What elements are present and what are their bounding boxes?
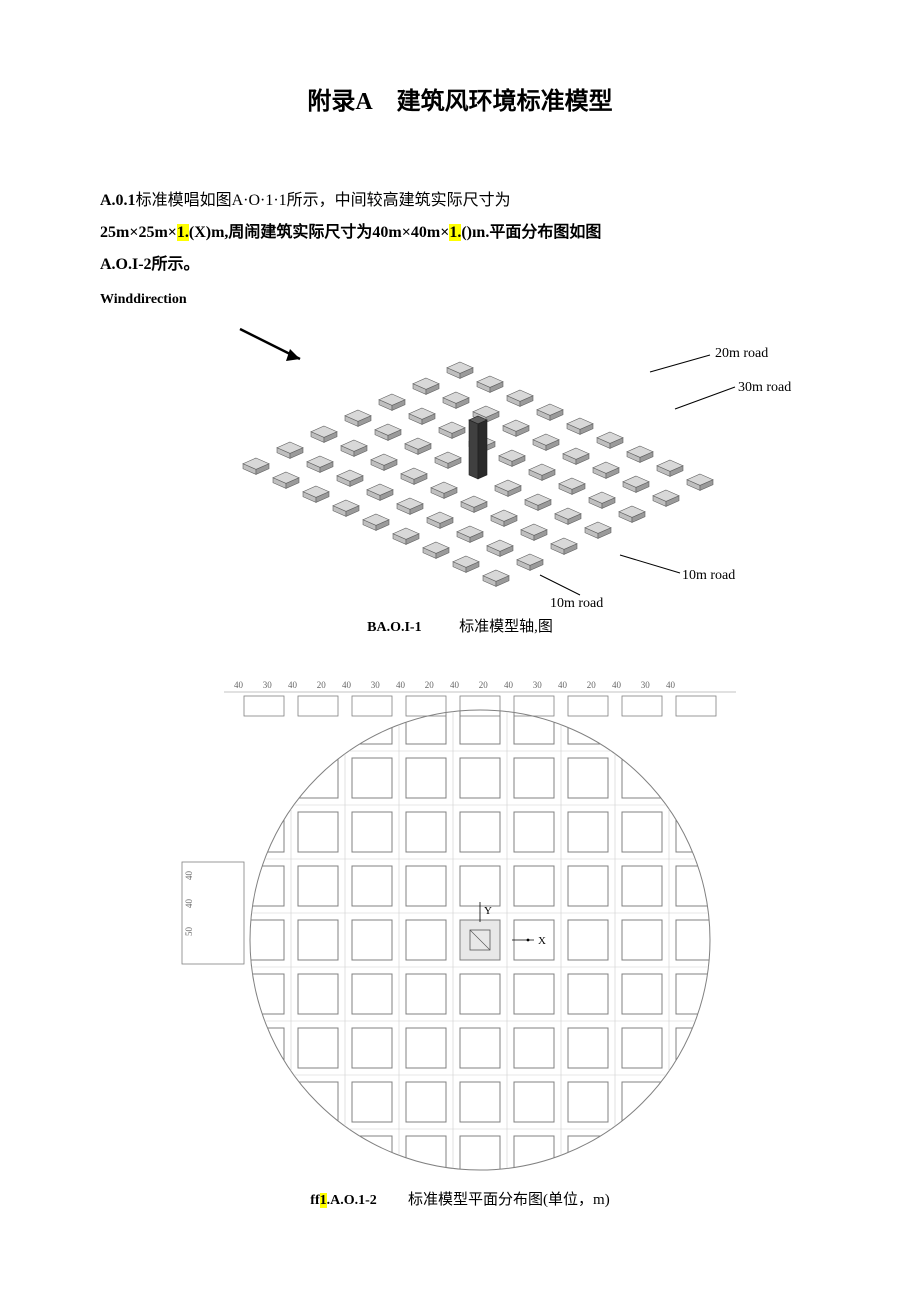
- svg-text:40: 40: [184, 870, 194, 880]
- svg-text:40: 40: [666, 680, 676, 690]
- svg-text:20: 20: [317, 680, 327, 690]
- svg-text:40: 40: [396, 680, 406, 690]
- wind-direction-label: Winddirection: [100, 287, 820, 314]
- svg-text:40: 40: [234, 680, 244, 690]
- svg-text:40: 40: [184, 898, 194, 908]
- fig2-code-hl: 1: [320, 1193, 327, 1208]
- svg-text:40: 40: [612, 680, 622, 690]
- svg-text:30: 30: [371, 680, 381, 690]
- fig2-code-post: .A.O.1-2: [327, 1193, 377, 1208]
- fig2-code: ff1.A.O.1-2: [310, 1193, 380, 1208]
- paragraph-line-1: A.0.1标准模唱如图A·O·1·1所示，中间较高建筑实际尺寸为: [100, 186, 820, 216]
- p2-hl2: 1.: [449, 224, 461, 241]
- p2a: 25m×25m×: [100, 224, 177, 241]
- svg-text:50: 50: [184, 926, 194, 936]
- svg-text:40: 40: [558, 680, 568, 690]
- svg-text:30: 30: [641, 680, 651, 690]
- svg-text:20: 20: [479, 680, 489, 690]
- page-title: 附录A 建筑风环境标准模型: [100, 80, 820, 126]
- p2-hl1: 1.: [177, 224, 189, 241]
- svg-text:30: 30: [263, 680, 273, 690]
- figure-1-caption: BA.O.I-1 标准模型轴,图: [100, 613, 820, 642]
- svg-text:10m road: 10m road: [682, 568, 735, 583]
- figure-2: 40 30 40 20 40 30 40 20 40 20 40 30 40 20 40 30 40 Y X 40 40…: [100, 660, 820, 1180]
- figure-2-svg: 40 30 40 20 40 30 40 20 40 20 40 30 40 20 40 30 40 Y X 40 40…: [180, 660, 740, 1180]
- paragraph-line-2: 25m×25m×1.(X)m,周闹建筑实际尺寸为40m×40m×1.()ın.平…: [100, 218, 820, 248]
- svg-text:40: 40: [342, 680, 352, 690]
- svg-text:X: X: [538, 935, 546, 947]
- fig2-caption-text: 标准模型平面分布图(单位，m): [408, 1192, 610, 1208]
- p2b: (X)m,周闹建筑实际尺寸为40m×40m×: [189, 224, 449, 241]
- svg-text:40: 40: [450, 680, 460, 690]
- figure-1: 20m road 30m road 10m road 10m road: [100, 317, 820, 607]
- fig1-caption-text: 标准模型轴,图: [459, 619, 553, 635]
- svg-text:20: 20: [425, 680, 435, 690]
- fig1-code: BA.O.I-1: [367, 620, 421, 635]
- p1-text: 标准模唱如图A·O·1·1所示，中间较高建筑实际尺寸为: [136, 192, 511, 209]
- svg-text:10m road: 10m road: [550, 596, 603, 607]
- svg-text:40: 40: [288, 680, 298, 690]
- svg-text:20: 20: [587, 680, 597, 690]
- figure-1-svg: 20m road 30m road 10m road 10m road: [110, 317, 810, 607]
- fig2-code-pre: ff: [310, 1193, 319, 1208]
- p2c: ()ın.平面分布图如图: [461, 224, 601, 241]
- svg-text:40: 40: [504, 680, 514, 690]
- svg-text:30m road: 30m road: [738, 380, 791, 395]
- svg-text:30: 30: [533, 680, 543, 690]
- figure-2-caption: ff1.A.O.1-2 标准模型平面分布图(单位，m): [100, 1186, 820, 1215]
- svg-text:20m road: 20m road: [715, 346, 768, 361]
- section-num: A.0.1: [100, 192, 136, 209]
- paragraph-line-3: A.O.I-2所示。: [100, 250, 820, 280]
- svg-text:Y: Y: [484, 905, 492, 917]
